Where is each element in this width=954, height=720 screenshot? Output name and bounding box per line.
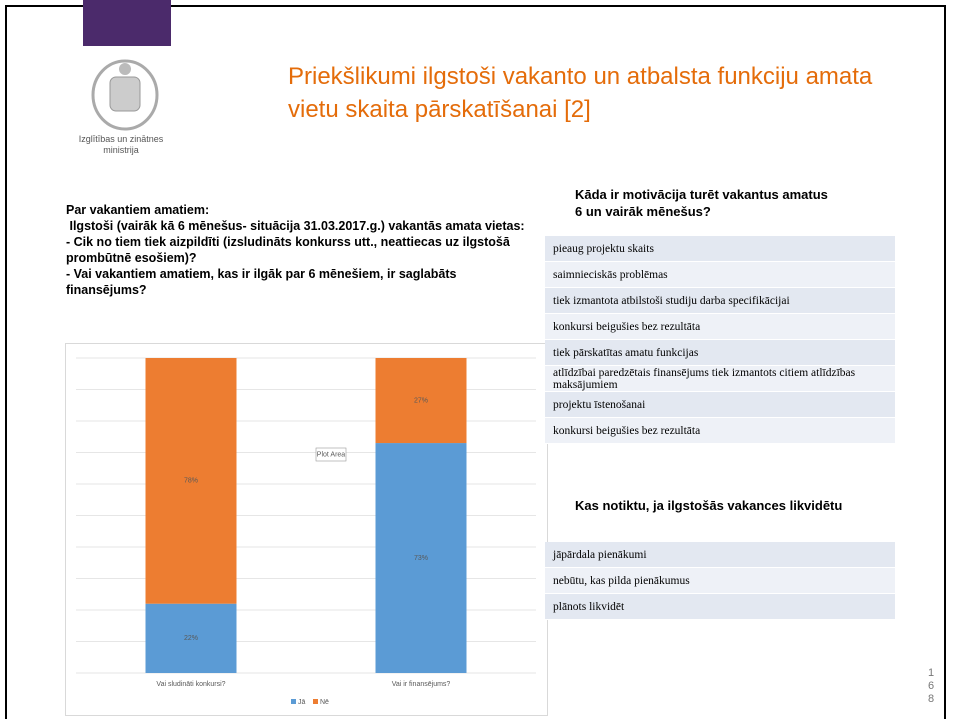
table-row: jāpārdala pienākumi <box>545 542 895 568</box>
legend-label: Jā <box>298 699 306 706</box>
table-row: saimnieciskās problēmas <box>545 262 895 288</box>
table-row: nebūtu, kas pilda pienākumus <box>545 568 895 594</box>
bar-segment <box>145 603 237 673</box>
header-bar <box>83 0 171 46</box>
page-number: 168 <box>928 667 935 705</box>
paragraph: - Cik no tiem tiek aizpildīti (izsludinā… <box>66 235 514 265</box>
chart: 22% 78% Vai sludināti konkursi? 73% 27% Vai i… <box>76 357 536 706</box>
table-row: konkursi beigušies bez rezultāta <box>545 314 895 340</box>
x-tick-label: Vai sludināti konkursi? <box>156 681 225 688</box>
bar-segment <box>145 358 237 604</box>
table-row: konkursi beigušies bez rezultāta <box>545 418 895 444</box>
legend-swatch <box>313 699 318 704</box>
motivation-table: pieaug projektu skaits saimnieciskās prob… <box>545 236 895 444</box>
chart-box: 22% 78% Vai sludināti konkursi? 73% 27% Vai i… <box>65 343 548 716</box>
legend-label: Nē <box>320 699 329 706</box>
liquidation-table: jāpārdala pienākumi nebūtu, kas pilda pie… <box>545 542 895 620</box>
annotation: Plot Area <box>317 451 346 458</box>
table-row: projektu īstenošanai <box>545 392 895 418</box>
bar-segment <box>375 358 467 444</box>
logo <box>91 59 159 131</box>
slide-frame <box>5 5 946 719</box>
left-text: Par vakantiem amatiem: Ilgstoši (vairāk … <box>66 202 536 298</box>
table-row: pieaug projektu skaits <box>545 236 895 262</box>
data-label: 27% <box>414 397 428 404</box>
legend-swatch <box>291 699 296 704</box>
x-tick-label: Vai ir finansējums? <box>392 681 451 688</box>
liquidation-heading: Kas notiktu, ja ilgstošās vakances likvi… <box>575 498 843 513</box>
paragraph: Ilgstoši (vairāk kā 6 mēnešus- situācija… <box>66 219 525 233</box>
paragraph: Par vakantiem amatiem: <box>66 203 210 217</box>
bar-segment <box>375 443 467 673</box>
motivation-heading: Kāda ir motivācija turēt vakantus amatus… <box>575 187 828 219</box>
table-row: atlīdzībai paredzētais finansējums tiek … <box>545 366 895 392</box>
annotation-box <box>315 447 347 462</box>
table-row: tiek pārskatītas amatu funkcijas <box>545 340 895 366</box>
slide-title: Priekšlikumi ilgstoši vakanto un atbalst… <box>288 63 873 123</box>
table-row: plānots likvidēt <box>545 594 895 620</box>
data-label: 73% <box>414 555 428 562</box>
data-label: 78% <box>184 478 198 485</box>
logo-caption: Izglītības un zinātnes ministrija <box>78 134 164 155</box>
table-row: tiek izmantota atbilstoši studiju darba … <box>545 288 895 314</box>
data-label: 22% <box>184 635 198 642</box>
paragraph: - Vai vakantiem amatiem, kas ir ilgāk pa… <box>66 267 460 297</box>
